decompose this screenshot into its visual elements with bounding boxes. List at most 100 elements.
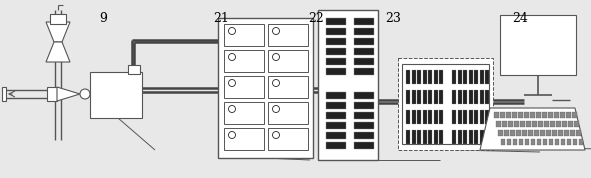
Bar [518,139,523,145]
Bar [326,58,346,65]
Bar [506,112,511,118]
Bar [520,121,525,127]
Bar [554,112,558,118]
Bar [500,112,505,118]
Bar [439,70,443,84]
Bar [417,110,421,124]
Bar [534,130,539,136]
Bar [508,121,513,127]
Bar [579,139,583,145]
Bar [90,72,142,118]
Bar [542,112,547,118]
Text: 24: 24 [512,12,528,25]
Circle shape [229,80,235,87]
Bar [439,110,443,124]
Bar [326,48,346,55]
Bar [354,38,374,45]
Bar [354,112,374,119]
Bar [511,130,515,136]
Bar [354,48,374,55]
Circle shape [229,54,235,61]
Circle shape [272,80,280,87]
Bar [434,110,437,124]
Bar [47,87,57,101]
Bar [543,139,547,145]
Bar [434,70,437,84]
Bar [562,121,567,127]
Bar [428,110,432,124]
Bar [485,70,489,84]
Bar [474,130,478,144]
Bar [417,130,421,144]
Polygon shape [46,22,70,42]
Circle shape [229,106,235,112]
Bar [479,70,483,84]
Bar [514,121,519,127]
Bar [417,90,421,104]
Bar [560,112,564,118]
Bar [526,121,531,127]
Bar [568,121,573,127]
Bar [469,110,472,124]
Bar [428,130,432,144]
Bar [558,130,563,136]
Bar [463,110,467,124]
Bar [411,130,415,144]
Bar [2,87,6,101]
Bar [402,64,489,144]
Bar [417,70,421,84]
Bar [530,112,534,118]
Bar [547,130,551,136]
Bar [524,112,528,118]
Bar [573,139,577,145]
Bar [354,68,374,75]
Bar [354,92,374,99]
Bar [463,130,467,144]
Bar [537,139,541,145]
Bar [479,110,483,124]
Bar [326,92,346,99]
Bar [326,28,346,35]
Bar [554,139,559,145]
Bar [532,121,537,127]
Circle shape [80,89,90,99]
Text: 22: 22 [309,12,324,25]
Bar [398,58,493,150]
Bar [544,121,548,127]
Bar [528,130,533,136]
Bar [326,38,346,45]
Circle shape [272,132,280,138]
Bar [496,121,501,127]
Bar [128,65,140,74]
Bar [354,58,374,65]
Bar [572,112,576,118]
Circle shape [229,132,235,138]
Bar [561,139,565,145]
Bar [567,139,571,145]
Text: 21: 21 [214,12,229,25]
Bar [452,90,456,104]
Bar [548,139,553,145]
Bar [536,112,541,118]
Bar [452,130,456,144]
Bar [354,132,374,139]
Bar [512,139,517,145]
Polygon shape [57,87,80,101]
Circle shape [272,54,280,61]
Circle shape [272,106,280,112]
Circle shape [272,27,280,35]
Bar [452,70,456,84]
Bar [553,130,557,136]
Bar [570,130,575,136]
Bar [479,90,483,104]
Bar [522,130,527,136]
Bar [428,90,432,104]
Bar [406,70,410,84]
Bar [474,70,478,84]
Bar [354,18,374,25]
Text: 23: 23 [385,12,401,25]
Bar [326,68,346,75]
Bar [326,132,346,139]
Circle shape [229,27,235,35]
Bar [474,90,478,104]
